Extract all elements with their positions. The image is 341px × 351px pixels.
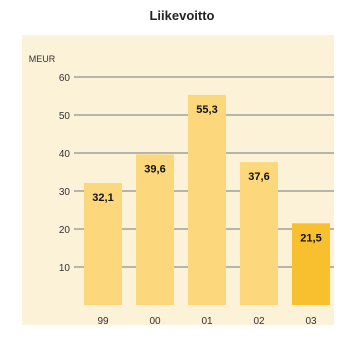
value-labels: 32,1 39,6 55,3 37,6 21,5 — [92, 104, 321, 244]
y-tick-label: 40 — [59, 149, 71, 160]
x-tick-label: 03 — [305, 316, 317, 327]
x-tick-label: 02 — [253, 316, 265, 327]
bar-01 — [188, 94, 226, 305]
y-tick-label: 50 — [59, 111, 71, 122]
y-axis-unit: MEUR — [29, 54, 56, 64]
bar-value-label: 21,5 — [300, 232, 321, 244]
plot-background — [22, 35, 334, 325]
bar-99 — [84, 183, 122, 305]
bar-03 — [292, 223, 330, 305]
y-tick-label: 10 — [59, 263, 71, 274]
bars — [84, 94, 330, 305]
chart-title: Liikevoitto — [149, 8, 214, 23]
y-tick-label: 30 — [59, 187, 71, 198]
x-tick-label: 01 — [201, 316, 213, 327]
bar-value-label: 37,6 — [248, 171, 269, 183]
bar-00 — [136, 154, 174, 305]
x-axis-ticks: 99 00 01 02 03 — [97, 316, 317, 327]
bar-02 — [240, 162, 278, 305]
bar-value-label: 55,3 — [196, 104, 217, 116]
y-tick-label: 60 — [59, 73, 71, 84]
bar-value-label: 39,6 — [144, 164, 165, 176]
y-tick-label: 20 — [59, 225, 71, 236]
x-tick-label: 00 — [149, 316, 161, 327]
x-tick-label: 99 — [97, 316, 109, 327]
bar-value-label: 32,1 — [92, 192, 113, 204]
y-axis-ticks: 10 20 30 40 50 60 — [59, 73, 71, 274]
